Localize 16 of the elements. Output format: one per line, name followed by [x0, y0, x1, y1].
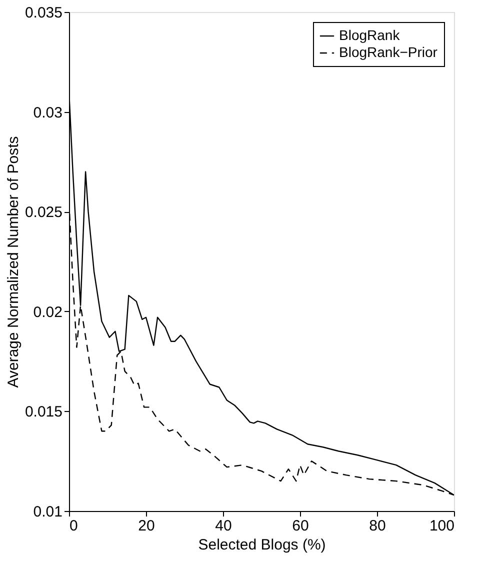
y-tick-label: 0.01 — [33, 504, 62, 520]
y-tick-label: 0.025 — [24, 204, 62, 222]
x-tick-label: 20 — [138, 518, 155, 534]
legend-label: BlogRank — [339, 27, 401, 43]
y-tick-label: 0.015 — [24, 404, 62, 421]
legend-label: BlogRank−Prior — [339, 44, 438, 60]
x-tick-label: 0 — [70, 518, 78, 534]
x-tick-label: 40 — [215, 518, 232, 534]
y-tick-label: 0.035 — [24, 4, 62, 22]
x-tick-label: 100 — [429, 518, 454, 534]
x-tick-label: 60 — [292, 518, 309, 534]
y-tick-label: 0.03 — [33, 104, 62, 122]
x-tick-label: 80 — [369, 518, 386, 534]
x-axis-title: Selected Blogs (%) — [198, 536, 326, 554]
y-axis-title: Average Normalized Number of Posts — [4, 136, 22, 388]
y-tick-label: 0.02 — [33, 304, 62, 321]
